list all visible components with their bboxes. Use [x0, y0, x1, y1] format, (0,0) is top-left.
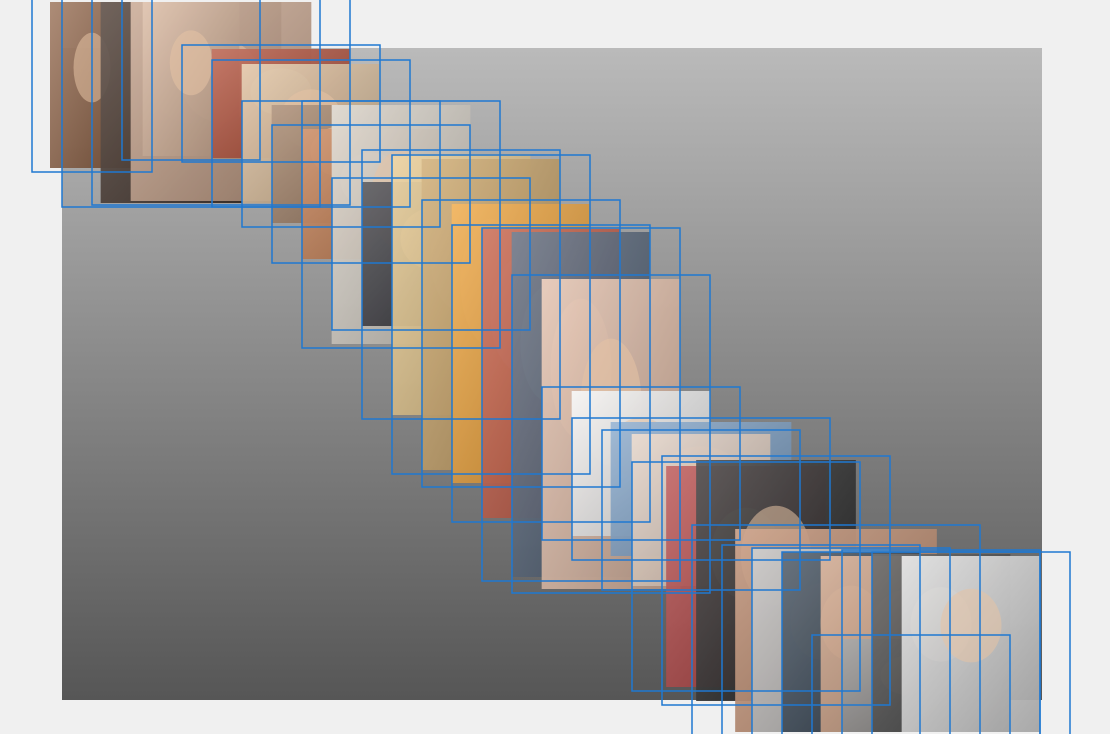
selection-frame [211, 59, 411, 208]
selection-frame [511, 274, 711, 594]
selection-frame [541, 386, 741, 541]
selection-frame [871, 551, 1071, 734]
selection-frame [121, 0, 261, 161]
photo-face [169, 30, 213, 96]
selection-frame [571, 417, 831, 561]
selection-frame [721, 544, 921, 734]
frame-layer [31, 0, 1071, 734]
selection-frame [751, 547, 951, 734]
selection-frame [811, 634, 1011, 734]
selection-frame [841, 549, 1041, 734]
photo-layer [50, 2, 1041, 732]
selection-frame [331, 177, 531, 331]
selection-frame [391, 154, 591, 475]
selection-frame [601, 429, 801, 591]
selection-frame [661, 455, 891, 706]
selection-frame [631, 461, 861, 692]
selection-frame [61, 0, 321, 208]
selection-frame [361, 149, 561, 420]
selection-frame [451, 224, 651, 523]
selection-frame [481, 227, 681, 582]
selection-frame [181, 44, 381, 163]
selection-frame [271, 124, 471, 264]
photo-face [940, 588, 1002, 663]
selection-frame [421, 199, 621, 488]
selection-frame [691, 524, 981, 734]
